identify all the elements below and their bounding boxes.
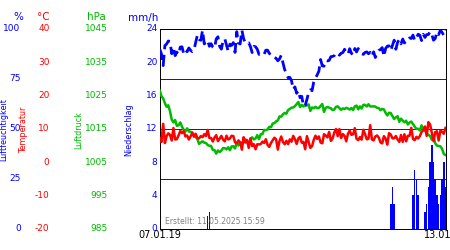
Text: 1015: 1015 [85,124,108,133]
Text: Luftfeuchtigkeit: Luftfeuchtigkeit [0,98,8,162]
Bar [393,204,395,229]
Text: 25: 25 [9,174,21,183]
Text: Temperatur: Temperatur [19,107,28,153]
Text: -10: -10 [35,191,50,200]
Bar [440,196,441,229]
Text: 995: 995 [91,191,108,200]
Text: 100: 100 [4,24,21,33]
Text: mm/h: mm/h [128,12,158,22]
Text: %: % [13,12,23,22]
Text: 0: 0 [15,224,21,233]
Text: 1045: 1045 [85,24,108,33]
Text: -20: -20 [35,224,50,233]
Text: Erstellt: 11.05.2025 15:59: Erstellt: 11.05.2025 15:59 [166,217,265,226]
Bar [424,212,426,229]
Text: 1035: 1035 [85,58,108,66]
Bar [428,187,429,229]
Text: 20: 20 [146,58,158,66]
Bar [431,146,432,229]
Bar [414,170,415,229]
Bar [392,187,393,229]
Text: 75: 75 [9,74,21,83]
Bar [412,196,414,229]
Bar [207,216,208,229]
Text: 24: 24 [146,24,158,33]
Text: 985: 985 [91,224,108,233]
Text: 30: 30 [38,58,50,66]
Bar [433,162,434,229]
Text: 8: 8 [152,158,158,166]
Text: °C: °C [37,12,50,22]
Text: 50: 50 [9,124,21,133]
Text: 20: 20 [38,91,50,100]
Text: Niederschlag: Niederschlag [124,104,133,156]
Text: 12: 12 [146,124,158,133]
Text: 1005: 1005 [85,158,108,166]
Text: 16: 16 [146,91,158,100]
Bar [209,212,210,229]
Text: 4: 4 [152,191,158,200]
Bar [417,196,419,229]
Bar [436,196,438,229]
Bar [390,204,392,229]
Text: Luftdruck: Luftdruck [74,111,83,149]
Text: 0: 0 [152,224,158,233]
Bar [445,187,446,229]
Text: hPa: hPa [87,12,106,22]
Text: 40: 40 [38,24,50,33]
Bar [441,179,443,229]
Text: 0: 0 [44,158,50,166]
Bar [438,204,439,229]
Bar [429,162,431,229]
Bar [426,204,428,229]
Bar [434,179,436,229]
Bar [443,162,445,229]
Text: 1025: 1025 [85,91,108,100]
Bar [416,179,417,229]
Text: 10: 10 [38,124,50,133]
